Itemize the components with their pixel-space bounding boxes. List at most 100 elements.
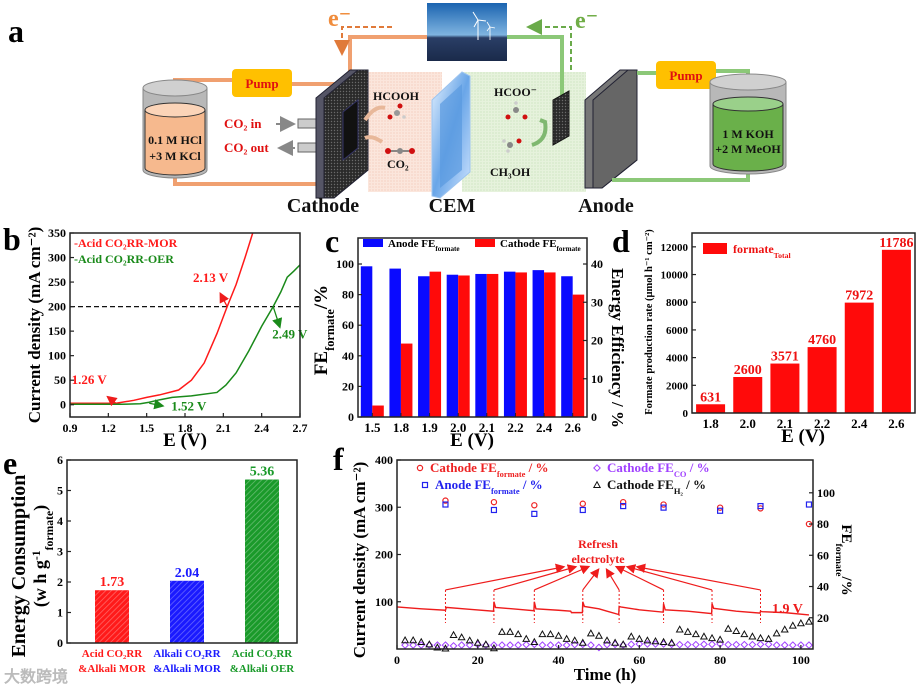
x-tick-label: 0 xyxy=(394,653,400,667)
pump-left-label: Pump xyxy=(245,76,278,91)
bar-anode-fe xyxy=(475,273,487,417)
oxidation-arrow xyxy=(531,118,548,147)
y-tick-label: 250 xyxy=(48,275,66,289)
legend-marker-triangle xyxy=(592,480,602,488)
panel-label-c: c xyxy=(325,223,339,259)
panel-label-f: f xyxy=(333,441,344,477)
legend-entry: Cathode FEformate xyxy=(500,238,581,253)
methanol-molecule-icon xyxy=(502,138,522,153)
chart-d-formate-production-rate: 631 1.8 2600 2.0 3571 2.1 4760 2.2 7972 2.4 11786 2… xyxy=(644,229,916,447)
y2-axis-label: Energy Efficiency / % xyxy=(608,268,627,428)
y2-axis-label-part: FE xyxy=(838,524,854,543)
x-tick-label: 2.6 xyxy=(888,416,905,431)
data-point-circle xyxy=(619,498,627,506)
x-tick-label: 1.8 xyxy=(702,416,719,431)
x-tick-label: 2.1 xyxy=(479,420,495,435)
legend-entry-part: CO xyxy=(674,469,687,479)
y-tick-label: 300 xyxy=(375,500,393,514)
annotation-arrow xyxy=(106,395,118,407)
legend-entry-part: / % xyxy=(520,477,543,492)
data-point-diamond xyxy=(756,640,765,649)
x-axis-label: E (V) xyxy=(163,430,207,451)
data-point-triangle xyxy=(716,635,725,643)
panel-label-b: b xyxy=(3,221,21,257)
y-tick-label: 10000 xyxy=(661,270,689,282)
bar-value-label: 4760 xyxy=(808,333,836,348)
x-tick-label: 1.2 xyxy=(101,421,116,435)
right-tank: 1 M KOH +2 M MeOH xyxy=(709,73,787,175)
data-point-circle xyxy=(716,504,724,511)
category-label-line1: Alkali CO₂RR xyxy=(153,648,221,660)
bar-formate-rate xyxy=(733,377,763,413)
series-line-oer xyxy=(70,264,301,405)
data-point-triangle xyxy=(764,634,773,642)
bar-anode-fe xyxy=(360,266,373,417)
bar-cathode-fe xyxy=(515,272,527,417)
cathode-plate xyxy=(315,69,369,199)
y-tick-label: 0 xyxy=(591,410,597,424)
data-point-triangle xyxy=(538,629,547,638)
data-point-triangle xyxy=(578,638,587,646)
y-tick-label: 0 xyxy=(57,636,63,650)
co2-outlet-port xyxy=(297,142,319,153)
y-tick-label: 100 xyxy=(336,257,354,271)
electron-flow-arrow-left xyxy=(334,26,392,56)
legend-marker-diamond xyxy=(593,464,601,472)
bar-cathode-fe xyxy=(458,275,470,417)
chart-e-energy-consumption: 1.73 Acid CO₂RR&Alkali MOR 2.04 Alkali CO₂R… xyxy=(8,453,298,675)
y-tick-label: 6 xyxy=(57,453,63,467)
y-tick-label: 200 xyxy=(48,300,66,314)
data-point-diamond xyxy=(732,640,741,649)
refresh-arrow xyxy=(614,565,664,591)
data-point-square xyxy=(660,504,667,511)
co2-inlet-port xyxy=(297,118,319,129)
bar-value-label: 5.36 xyxy=(250,465,275,480)
y-axis-label: Current density (mA cm⁻²) xyxy=(25,227,44,423)
x-tick-label: 1.8 xyxy=(393,420,410,435)
panel-label-d: d xyxy=(612,223,630,259)
data-point-diamond xyxy=(603,640,611,649)
y-tick-label: 40 xyxy=(342,349,354,363)
y-axis-label-part: /% xyxy=(311,285,332,310)
data-point-triangle xyxy=(506,627,515,635)
data-point-triangle xyxy=(489,643,498,652)
bar-value-label: 7972 xyxy=(845,289,873,304)
data-point-triangle xyxy=(724,624,733,632)
data-point-triangle xyxy=(530,637,539,645)
refresh-label-line2: electrolyte xyxy=(571,552,625,566)
data-point-triangle xyxy=(514,629,523,638)
data-point-triangle xyxy=(740,629,749,638)
right-pipe-bottom xyxy=(612,172,750,182)
data-point-diamond xyxy=(522,640,531,649)
data-point-triangle xyxy=(594,631,603,639)
x-tick-label: 2.2 xyxy=(507,420,523,435)
cem-membrane xyxy=(431,71,471,199)
data-point-triangle xyxy=(457,633,466,641)
legend-entry: Cathode FECO / % xyxy=(607,460,710,479)
y-tick-label: 400 xyxy=(375,453,393,467)
legend-entry-part: formate xyxy=(557,245,581,253)
refresh-arrow xyxy=(493,564,578,591)
legend-swatch xyxy=(363,239,383,247)
data-point-triangle xyxy=(425,640,434,648)
legend-entry-part: Anode FE xyxy=(388,238,435,250)
panel-label-a: a xyxy=(8,13,24,49)
legend-entry: -Acid CO₂RR-MOR xyxy=(74,236,178,250)
data-point-circle xyxy=(531,502,538,509)
category-label-line1: Acid CO₂RR xyxy=(82,648,143,660)
y-tick-label: 5 xyxy=(57,484,63,498)
data-point-triangle xyxy=(804,617,814,625)
data-point-triangle xyxy=(570,636,579,644)
data-point-triangle xyxy=(699,632,709,640)
annotation-label: 2.13 V xyxy=(193,270,229,285)
x-tick-label: 0.9 xyxy=(63,421,78,435)
x-tick-label: 2.1 xyxy=(777,416,793,431)
data-point-triangle xyxy=(691,629,700,638)
data-point-triangle xyxy=(667,638,676,646)
data-point-triangle xyxy=(780,625,789,633)
x-tick-label: 80 xyxy=(714,653,726,667)
bar-anode-fe xyxy=(503,271,516,417)
y2-axis-label: FEformate/% xyxy=(834,524,855,595)
data-point-square xyxy=(717,507,724,514)
